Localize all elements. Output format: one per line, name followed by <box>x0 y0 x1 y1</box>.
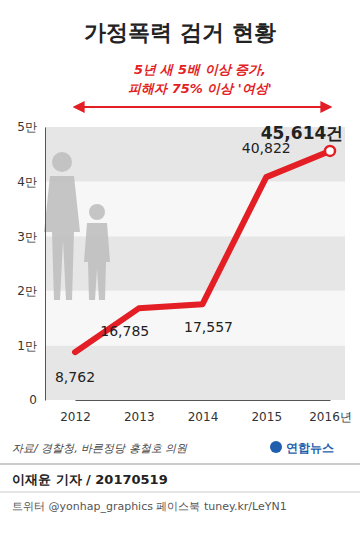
y-tick-label: 4만 <box>17 175 37 189</box>
silhouette-head <box>52 152 72 172</box>
chart: 가정폭력 검거 현황 5년 새 5배 이상 증가, 피해자 75% 이상 '여성' 0… <box>0 0 360 542</box>
social: 트위터 @yonhap_graphics 페이스북 tuney.kr/LeYN1 <box>12 500 287 513</box>
x-tick: 2013 <box>124 410 155 424</box>
x-tick-label: 2015 <box>251 410 282 424</box>
logo: 연합뉴스 <box>286 441 334 455</box>
background <box>0 0 360 542</box>
y-tick-label: 2만 <box>17 284 37 298</box>
data-line <box>75 151 330 352</box>
data-label: 45,614건 <box>261 123 344 143</box>
silhouette-body <box>44 176 80 300</box>
silhouette-body <box>84 223 110 300</box>
silhouette-head <box>89 204 105 220</box>
y-axis-line <box>45 128 46 401</box>
separator <box>0 492 360 493</box>
y-tick: 1만 <box>17 339 45 353</box>
end-marker <box>325 146 335 156</box>
data-label: 17,557 <box>184 319 233 335</box>
byline: 이재윤 기자 / 20170519 <box>12 472 168 487</box>
x-tick: 2016년 <box>309 410 352 424</box>
y-tick: 3만 <box>17 230 45 244</box>
x-tick-label: 2012 <box>60 410 91 424</box>
x-tick-label: 2016년 <box>309 410 352 424</box>
y-tick: 0 <box>29 393 45 407</box>
y-tick: 4만 <box>17 175 45 189</box>
x-tick-label: 2014 <box>188 410 219 424</box>
y-axis: 0 1만 2만 3만 4만 5만 <box>17 120 45 407</box>
x-tick: 2015 <box>251 410 282 424</box>
title: 가정폭력 검거 현황 <box>84 20 275 45</box>
y-tick-label: 0 <box>29 393 37 407</box>
data-label: 16,785 <box>100 323 149 339</box>
x-tick-label: 2013 <box>124 410 155 424</box>
grid <box>45 127 345 400</box>
source: 자료/ 경찰청, 바른정당 홍철호 의원 <box>12 442 188 455</box>
y-tick-label: 5만 <box>17 120 37 134</box>
y-tick: 2만 <box>17 284 45 298</box>
subtitle: 피해자 75% 이상 '여성' <box>128 81 272 96</box>
x-axis: 2012 2013 2014 2015 2016년 <box>60 401 352 424</box>
plot-area <box>75 146 335 352</box>
data-label: 8,762 <box>55 369 95 385</box>
silhouette <box>44 152 110 300</box>
separator <box>0 464 360 465</box>
x-axis-line <box>76 400 331 401</box>
grid-band <box>45 345 345 400</box>
y-tick-label: 3만 <box>17 230 37 244</box>
y-tick-label: 1만 <box>17 339 37 353</box>
subtitle: 5년 새 5배 이상 증가, <box>134 62 266 77</box>
x-tick: 2012 <box>60 410 91 424</box>
logo-icon <box>270 441 282 453</box>
x-tick: 2014 <box>188 410 219 424</box>
arrow <box>75 106 330 108</box>
y-tick: 5만 <box>17 120 45 134</box>
